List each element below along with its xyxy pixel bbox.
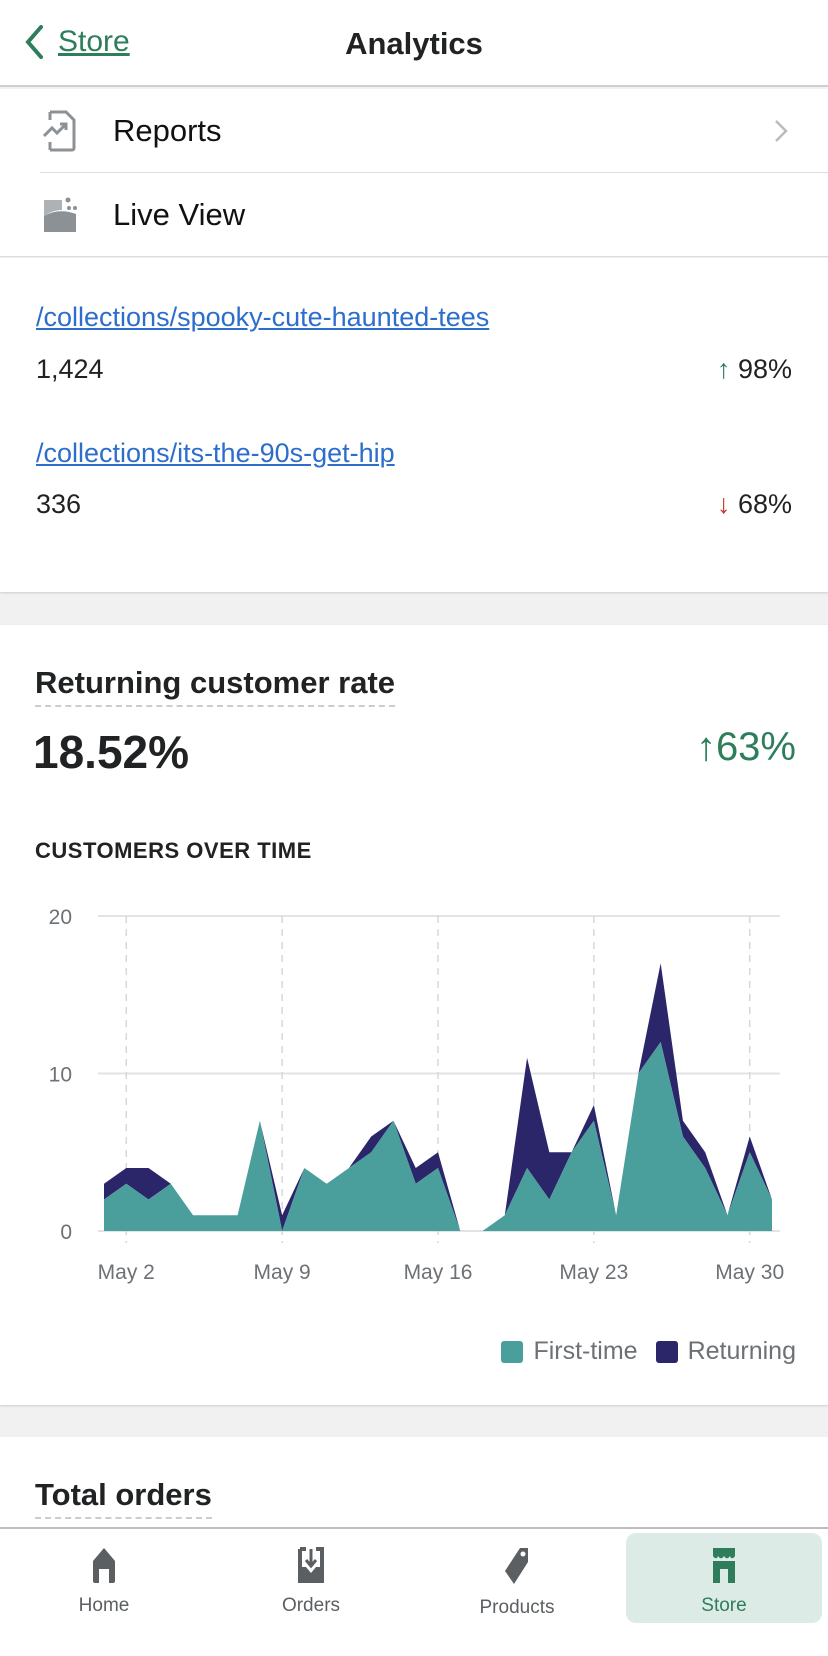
divider [40,172,828,173]
arrow-down-icon: ↓ [716,489,738,519]
page-change: ↑ 98% [717,354,792,385]
legend-swatch-first-time [501,1340,524,1363]
arrow-up-icon: ↑ [695,725,716,769]
change-value: 63% [715,725,796,769]
x-tick-label: May 23 [559,1261,628,1284]
chart-legend: First-time Returning [501,1337,796,1366]
live-view-icon [40,196,80,234]
tag-icon [505,1548,528,1584]
chart-title: CUSTOMERS OVER TIME [35,838,312,863]
change-value: 98% [737,354,792,384]
store-icon [713,1548,735,1583]
tab-orders[interactable]: Orders [213,1533,409,1623]
legend-label: First-time [533,1337,638,1365]
page-sessions: 336 [36,489,82,519]
legend-swatch-returning [655,1340,678,1363]
back-label: Store [58,25,130,58]
first-time-area [104,1042,772,1231]
change-value: 68% [737,489,792,519]
page-change: ↓ 68% [717,489,792,520]
tab-store[interactable]: Store [626,1533,822,1623]
metric-value: 18.52% [33,726,190,778]
tab-label: Products [479,1597,555,1618]
returning-customer-card: Returning customer rate 18.52% ↑63% CUST… [0,625,828,1405]
page-title: Analytics [345,26,483,61]
returning-area [104,963,772,1231]
tab-products[interactable]: Products [419,1533,615,1623]
top-pages-card: /collections/spooky-cute-haunted-tees 1,… [0,258,828,592]
tab-label: Store [701,1595,747,1616]
x-tick-label: May 16 [404,1261,473,1284]
analytics-menu: Reports Live View [0,89,828,257]
legend-label: Returning [687,1337,796,1365]
arrow-up-icon: ↑ [716,354,738,384]
chevron-right-icon [775,120,788,142]
menu-item-label: Reports [113,113,222,148]
metric-title[interactable]: Returning customer rate [35,665,396,707]
metric-title[interactable]: Total orders [35,1477,212,1519]
tab-label: Orders [281,1595,341,1616]
y-tick-label: 20 [49,906,72,929]
top-bar: Store Analytics [0,0,828,87]
menu-item-live-view[interactable]: Live View [0,173,828,257]
metric-change: ↑63% [696,725,796,770]
customers-chart: 0 10 20 May 2 May 9 May 16 May 23 May 30 [49,906,785,1284]
home-icon [93,1548,115,1583]
chevron-left-icon [25,25,43,59]
tab-label: Home [78,1595,130,1616]
x-tick-label: May 9 [254,1261,311,1284]
menu-item-label: Live View [113,197,246,232]
bottom-nav: Home Orders Products Store [0,1527,828,1656]
x-tick-label: May 2 [98,1261,155,1284]
x-tick-label: May 30 [715,1261,784,1284]
back-button[interactable]: Store [24,24,130,60]
page-sessions: 1,424 [36,354,104,384]
menu-item-reports[interactable]: Reports [0,89,828,173]
page-link[interactable]: /collections/spooky-cute-haunted-tees [36,302,490,332]
y-tick-label: 0 [60,1221,72,1244]
orders-icon [298,1547,324,1583]
y-tick-label: 10 [49,1064,72,1087]
reports-icon [40,110,80,152]
page-link[interactable]: /collections/its-the-90s-get-hip [36,438,395,468]
tab-home[interactable]: Home [6,1533,202,1623]
